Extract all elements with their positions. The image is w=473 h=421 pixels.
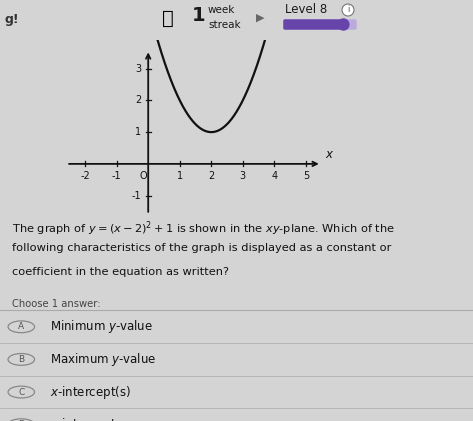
Text: i: i bbox=[347, 5, 349, 14]
Text: $y$-intercept: $y$-intercept bbox=[50, 416, 116, 421]
Circle shape bbox=[8, 386, 35, 398]
Text: -1: -1 bbox=[112, 171, 122, 181]
Text: coefficient in the equation as written?: coefficient in the equation as written? bbox=[12, 267, 229, 277]
Text: 1: 1 bbox=[192, 6, 206, 26]
Text: 1: 1 bbox=[135, 127, 141, 137]
Text: 3: 3 bbox=[135, 64, 141, 74]
Text: C: C bbox=[18, 388, 25, 397]
Text: 3: 3 bbox=[240, 171, 246, 181]
Text: Level 8: Level 8 bbox=[285, 3, 327, 16]
Text: 2: 2 bbox=[135, 95, 141, 105]
Text: $x$: $x$ bbox=[325, 148, 334, 161]
Text: Minimum $y$-value: Minimum $y$-value bbox=[50, 318, 152, 335]
Text: 🔥: 🔥 bbox=[162, 8, 174, 27]
Text: Choose 1 answer:: Choose 1 answer: bbox=[12, 299, 100, 309]
Circle shape bbox=[8, 321, 35, 333]
FancyBboxPatch shape bbox=[284, 20, 343, 29]
Circle shape bbox=[8, 419, 35, 421]
Text: week: week bbox=[208, 5, 236, 15]
Text: -2: -2 bbox=[80, 171, 90, 181]
Text: following characteristics of the graph is displayed as a constant or: following characteristics of the graph i… bbox=[12, 243, 391, 253]
Text: O: O bbox=[140, 171, 147, 181]
Text: $x$-intercept(s): $x$-intercept(s) bbox=[50, 384, 131, 400]
Text: B: B bbox=[18, 355, 24, 364]
Text: 1: 1 bbox=[177, 171, 183, 181]
Text: streak: streak bbox=[208, 20, 241, 30]
Circle shape bbox=[342, 4, 354, 16]
Circle shape bbox=[8, 354, 35, 365]
Text: A: A bbox=[18, 322, 24, 331]
Text: Maximum $y$-value: Maximum $y$-value bbox=[50, 351, 156, 368]
Text: g!: g! bbox=[4, 13, 18, 27]
Text: The graph of $y = (x-2)^2 + 1$ is shown in the $xy$-plane. Which of the: The graph of $y = (x-2)^2 + 1$ is shown … bbox=[12, 219, 395, 237]
Text: 2: 2 bbox=[208, 171, 214, 181]
FancyBboxPatch shape bbox=[284, 20, 356, 29]
Text: 4: 4 bbox=[272, 171, 277, 181]
Text: ▶: ▶ bbox=[256, 13, 264, 23]
Text: 5: 5 bbox=[303, 171, 309, 181]
Circle shape bbox=[338, 19, 349, 30]
Text: -1: -1 bbox=[131, 191, 141, 201]
Text: D: D bbox=[18, 420, 25, 421]
